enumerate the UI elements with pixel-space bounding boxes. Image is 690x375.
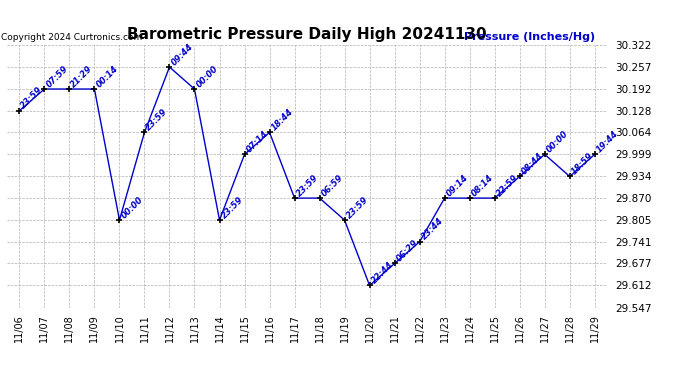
Text: 06:59: 06:59	[319, 173, 345, 198]
Text: 06:29: 06:29	[395, 238, 420, 264]
Text: 00:14: 00:14	[95, 64, 120, 89]
Text: 08:44: 08:44	[520, 151, 545, 176]
Text: 23:44: 23:44	[420, 216, 445, 242]
Text: 09:14: 09:14	[444, 173, 470, 198]
Text: 08:14: 08:14	[470, 173, 495, 198]
Text: 07:59: 07:59	[44, 64, 70, 89]
Text: 23:59: 23:59	[295, 173, 320, 198]
Text: 09:44: 09:44	[170, 42, 195, 67]
Text: 23:59: 23:59	[219, 195, 245, 220]
Text: 21:29: 21:29	[70, 64, 95, 89]
Text: 22:44: 22:44	[370, 260, 395, 285]
Text: 22:59: 22:59	[495, 173, 520, 198]
Text: 23:59: 23:59	[19, 86, 45, 111]
Text: 07:14: 07:14	[244, 129, 270, 154]
Text: 23:59: 23:59	[144, 107, 170, 132]
Text: 23:59: 23:59	[344, 195, 370, 220]
Text: 18:44: 18:44	[270, 107, 295, 132]
Text: Copyright 2024 Curtronics.com: Copyright 2024 Curtronics.com	[1, 33, 142, 42]
Text: 00:00: 00:00	[544, 129, 570, 154]
Text: 00:00: 00:00	[119, 195, 145, 220]
Text: Pressure (Inches/Hg): Pressure (Inches/Hg)	[464, 32, 595, 42]
Text: 18:59: 18:59	[570, 151, 595, 176]
Text: 00:00: 00:00	[195, 64, 220, 89]
Title: Barometric Pressure Daily High 20241130: Barometric Pressure Daily High 20241130	[127, 27, 487, 42]
Text: 19:44: 19:44	[595, 129, 620, 154]
